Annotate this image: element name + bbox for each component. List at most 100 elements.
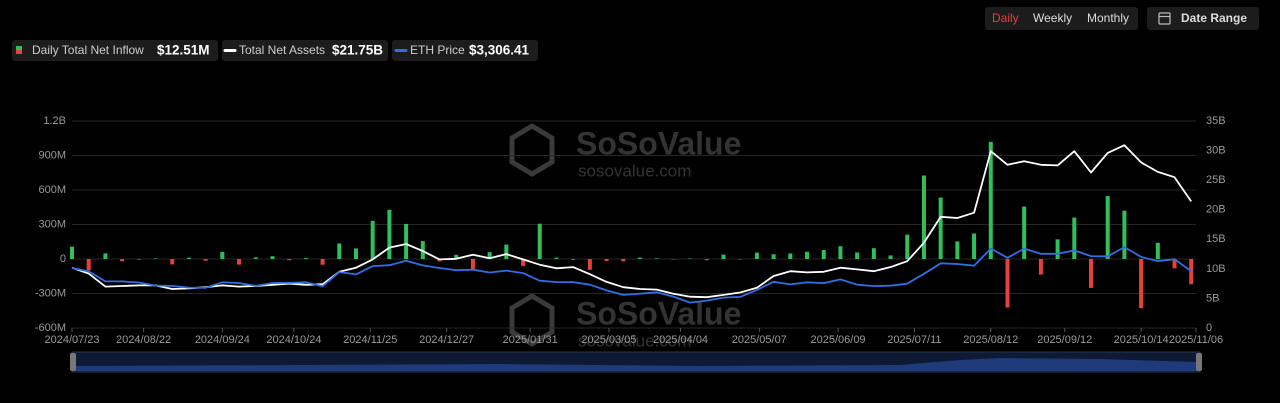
y2-tick-label: 5B: [1206, 292, 1219, 304]
bar: [1189, 259, 1194, 285]
x-tick-label: 2025/03/05: [581, 334, 636, 346]
bar: [237, 259, 242, 265]
date-range-button[interactable]: Date Range: [1181, 11, 1247, 25]
navigator-handle[interactable]: [70, 353, 76, 371]
y2-tick-label: 10B: [1206, 263, 1226, 275]
bar: [688, 258, 693, 260]
legend-value: $21.75B: [332, 43, 383, 58]
bar: [1055, 239, 1060, 259]
bar: [1139, 259, 1144, 309]
bar: [554, 257, 559, 259]
watermark-url: sosovalue.com: [578, 331, 691, 350]
bar: [1022, 206, 1027, 259]
legend-pill: [392, 40, 538, 61]
x-tick-label: 2024/12/27: [419, 334, 474, 346]
x-tick-label: 2025/07/11: [887, 334, 941, 346]
watermark: SoSoValue: [576, 295, 741, 331]
line: [71, 246, 1192, 304]
y-tick-label: -300M: [35, 287, 66, 299]
y-tick-label: 900M: [38, 149, 66, 161]
bar: [871, 248, 876, 259]
bar: [136, 259, 141, 260]
bar: [754, 252, 759, 259]
bar: [303, 258, 308, 259]
bar: [537, 223, 542, 259]
watermark: SoSoValue: [576, 125, 741, 161]
date-range-button-bg: [1147, 7, 1259, 30]
bar: [186, 257, 191, 259]
bar: [320, 259, 325, 265]
legend-label: Daily Total Net Inflow: [32, 43, 144, 57]
bar: [671, 259, 676, 260]
watermark-url: sosovalue.com: [578, 161, 691, 180]
x-tick-label: 2024/07/23: [44, 334, 99, 346]
bar: [838, 246, 843, 259]
bar: [955, 241, 960, 259]
x-tick-label: 2025/10/14: [1114, 334, 1169, 346]
bar: [470, 259, 475, 270]
legend-label: Total Net Assets: [239, 43, 325, 57]
y2-tick-label: 35B: [1206, 115, 1226, 127]
period-button[interactable]: Monthly: [1087, 11, 1129, 25]
bar: [821, 250, 826, 259]
calendar-icon: [1158, 12, 1171, 25]
y2-tick-label: 25B: [1206, 174, 1226, 186]
period-button[interactable]: Daily: [992, 11, 1019, 25]
bar: [454, 254, 459, 259]
bar: [1038, 259, 1043, 275]
x-tick-label: 2025/11/06: [1169, 334, 1223, 346]
bar: [905, 234, 910, 259]
y-tick-label: 300M: [38, 218, 66, 230]
bar: [921, 175, 926, 259]
bar: [654, 258, 659, 259]
y2-tick-label: 20B: [1206, 204, 1226, 216]
bar: [938, 197, 943, 259]
x-tick-label: 2025/09/12: [1037, 334, 1092, 346]
bar: [153, 258, 158, 259]
x-tick-label: 2024/08/22: [116, 334, 171, 346]
bar: [420, 241, 425, 259]
bar: [1005, 259, 1010, 308]
bar: [738, 259, 743, 260]
x-tick-label: 2025/04/04: [653, 334, 708, 346]
y2-tick-label: 15B: [1206, 233, 1226, 245]
bar: [621, 259, 626, 262]
bar: [571, 259, 576, 260]
bar: [287, 259, 292, 261]
bar: [771, 254, 776, 259]
bar: [270, 256, 275, 259]
bar: [103, 253, 108, 259]
bar: [788, 253, 793, 259]
bar: [721, 254, 726, 259]
bar: [972, 233, 977, 259]
bar: [337, 243, 342, 259]
bar: [170, 259, 175, 265]
bar: [203, 259, 208, 261]
bar: [487, 252, 492, 259]
bar: [1105, 196, 1110, 259]
y-tick-label: 1.2B: [43, 115, 66, 127]
bar: [805, 251, 810, 259]
bar: [521, 259, 526, 266]
bar: [587, 259, 592, 270]
bar: [353, 248, 358, 259]
legend-swatch: [16, 46, 22, 50]
navigator-handle[interactable]: [1196, 353, 1202, 371]
bar: [637, 257, 642, 259]
legend-label: ETH Price: [410, 43, 465, 57]
bar: [404, 223, 409, 259]
navigator-area: [74, 358, 1198, 371]
bar: [70, 246, 74, 259]
x-tick-label: 2025/05/07: [732, 334, 787, 346]
bar: [1122, 210, 1127, 259]
bar: [855, 252, 860, 259]
bar: [120, 259, 125, 262]
bar: [604, 259, 609, 262]
legend-value: $3,306.41: [469, 43, 530, 58]
period-toggle: [985, 7, 1138, 30]
bar: [1072, 217, 1077, 259]
period-button[interactable]: Weekly: [1033, 11, 1072, 25]
legend-pill: [222, 40, 388, 61]
x-tick-label: 2024/09/24: [195, 334, 250, 346]
